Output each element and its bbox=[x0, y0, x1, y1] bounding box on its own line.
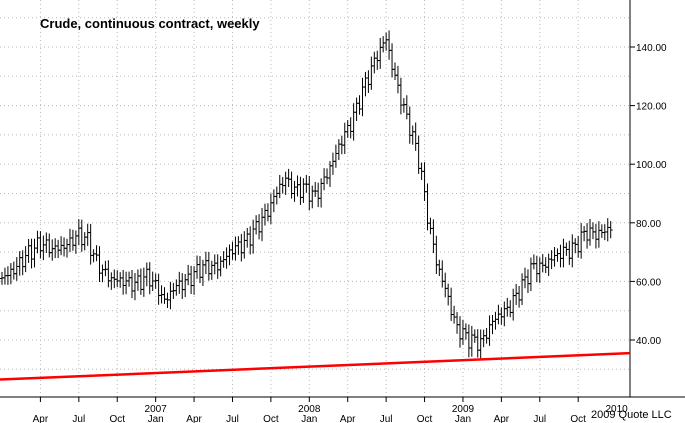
y-tick-label: 120.00 bbox=[636, 102, 667, 113]
x-year-label: 2007 bbox=[145, 404, 168, 415]
x-month-label: Oct bbox=[417, 414, 433, 423]
support-trendline bbox=[0, 351, 631, 381]
y-tick-label: 40.00 bbox=[636, 336, 661, 347]
x-month-label: Jul bbox=[380, 414, 393, 423]
x-month-label: Oct bbox=[109, 414, 125, 423]
x-month-label: Apr bbox=[186, 414, 202, 423]
grid-layer bbox=[0, 0, 630, 397]
price-bars-layer bbox=[0, 30, 613, 360]
x-month-label: Jul bbox=[72, 414, 85, 423]
x-month-label: Jul bbox=[533, 414, 546, 423]
x-month-label: Jan bbox=[455, 414, 471, 423]
trendline-layer bbox=[0, 351, 631, 381]
x-month-label: Apr bbox=[494, 414, 510, 423]
x-month-label: Jul bbox=[226, 414, 239, 423]
x-month-label: Apr bbox=[340, 414, 356, 423]
y-tick-label: 80.00 bbox=[636, 219, 661, 230]
y-tick-label: 60.00 bbox=[636, 277, 661, 288]
x-month-label: Oct bbox=[570, 414, 586, 423]
credit-text: 2009 Quote LLC bbox=[591, 409, 672, 421]
x-month-label: Apr bbox=[33, 414, 49, 423]
y-tick-label: 140.00 bbox=[636, 43, 667, 54]
x-year-label: 2009 bbox=[452, 404, 475, 415]
y-tick-label: 100.00 bbox=[636, 160, 667, 171]
x-year-label: 2010 bbox=[605, 404, 628, 415]
axis-labels-layer: 140.00 120.00 100.00 80.00 60.00 40.00 Apr Jul O… bbox=[33, 43, 667, 423]
chart-title: Crude, continuous contract, weekly bbox=[40, 16, 260, 31]
x-month-label: Jan bbox=[148, 414, 164, 423]
x-month-label: Oct bbox=[263, 414, 279, 423]
x-month-label: Jan bbox=[301, 414, 317, 423]
x-year-label: 2008 bbox=[298, 404, 321, 415]
price-bar bbox=[608, 221, 613, 239]
